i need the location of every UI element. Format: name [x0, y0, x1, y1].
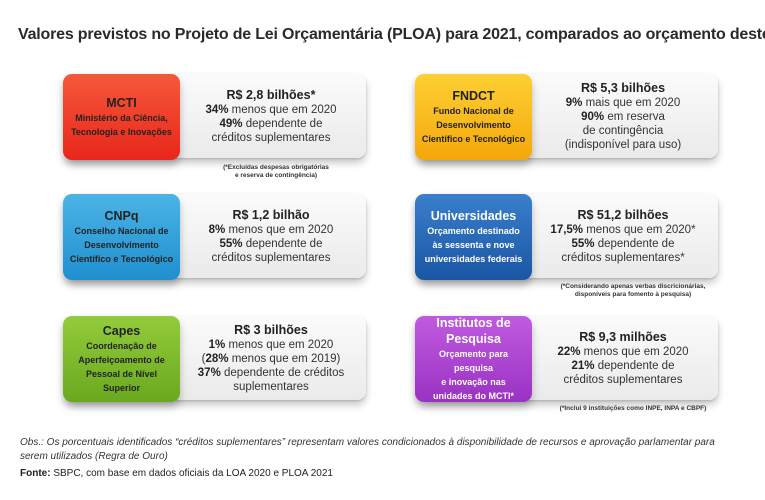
card-capes: Capes Coordenação de Aperfeiçoamento de … [63, 316, 366, 402]
card-capes-line-2: (28% menos que em 2019) [201, 352, 341, 365]
card-fndct-label-panel: FNDCT Fundo Nacional de Desenvolvimento … [415, 74, 532, 160]
card-capes-fullname-3: Pessoal de Nível Superior [85, 369, 158, 393]
card-mcti-line-3: créditos suplementares [211, 131, 331, 144]
card-fndct-fullname-1: Fundo Nacional de [433, 106, 514, 116]
card-institutos-line-2: 21% dependente de [571, 359, 675, 372]
card-fndct-line-2: 90% em reserva [581, 110, 665, 123]
card-fndct-acronym: FNDCT [452, 89, 495, 103]
card-mcti-acronym: MCTI [106, 96, 137, 110]
card-cnpq-line-3: créditos suplementares [211, 251, 331, 264]
card-universidades-footnote: (*Considerando apenas verbas discricioná… [560, 283, 706, 298]
card-universidades: Universidades Orçamento destinado às ses… [415, 194, 718, 280]
card-capes-line-1: 1% menos que em 2020 [208, 338, 334, 351]
card-capes-values: R$ 3 bilhões 1% menos que em 2020 (28% m… [182, 320, 360, 396]
card-universidades-acronym: Universidades [430, 209, 517, 223]
card-cnpq-fullname-3: Científico e Tecnológico [69, 254, 174, 264]
card-universidades-values: R$ 51,2 bilhões 17,5% menos que em 2020*… [534, 198, 712, 274]
card-fndct-fullname-2: Desenvolvimento [436, 120, 511, 130]
card-capes-fullname-1: Coordenação de [86, 341, 157, 351]
card-universidades-line-1: 17,5% menos que em 2020* [550, 223, 696, 236]
card-fndct-fullname-3: Científico e Tecnológico [421, 134, 526, 144]
card-institutos-label-panel: Institutos de Pesquisa Orçamento para pe… [415, 316, 532, 402]
card-mcti-fullname-1: Ministério da Ciência, [75, 113, 168, 123]
card-mcti-values: R$ 2,8 bilhões* 34% menos que em 2020 49… [182, 78, 360, 154]
card-institutos-footnote: (*Inclui 9 instituições como INPE, INPA … [559, 405, 707, 412]
card-institutos-fullname-3: unidades do MCTI* [433, 391, 514, 401]
card-institutos-values: R$ 9,3 milhões 22% menos que em 2020 21%… [534, 320, 712, 396]
card-universidades-fullname-2: às sessenta e nove [432, 240, 515, 250]
card-institutos-fullname-1: Orçamento para pesquisa [438, 349, 509, 373]
card-universidades-fullname-3: universidades federais [424, 254, 523, 264]
card-mcti-line-2: 49% dependente de [219, 117, 323, 130]
card-cnpq-label-panel: CNPq Conselho Nacional de Desenvolviment… [63, 194, 180, 280]
card-capes-label-panel: Capes Coordenação de Aperfeiçoamento de … [63, 316, 180, 402]
card-cnpq-amount: R$ 1,2 bilhão [232, 207, 310, 222]
card-mcti-footnote: (*Excluídas despesas obrigatórias e rese… [223, 164, 329, 179]
card-capes-line-3: 37% dependente de créditos [197, 366, 345, 379]
card-fndct: FNDCT Fundo Nacional de Desenvolvimento … [415, 74, 718, 160]
card-institutos-fullname-2: e inovação nas [441, 377, 506, 387]
card-cnpq-line-2: 55% dependente de [219, 237, 323, 250]
card-cnpq-line-1: 8% menos que em 2020 [208, 223, 334, 236]
card-cnpq-values: R$ 1,2 bilhão 8% menos que em 2020 55% d… [182, 198, 360, 274]
card-universidades-line-3: créditos suplementares* [561, 251, 685, 264]
card-institutos-acronym: Institutos de Pesquisa [436, 316, 511, 346]
source-note: Fonte: SBPC, com base em dados oficiais … [20, 468, 333, 479]
card-fndct-amount: R$ 5,3 bilhões [580, 80, 666, 95]
card-universidades-amount: R$ 51,2 bilhões [577, 207, 669, 222]
card-fndct-line-4: (indisponível para uso) [564, 138, 682, 151]
card-institutos: Institutos de Pesquisa Orçamento para pe… [415, 316, 718, 402]
card-capes-acronym: Capes [102, 324, 141, 338]
card-institutos-line-3: créditos suplementares [563, 373, 683, 386]
card-universidades-fullname-1: Orçamento destinado [427, 226, 520, 236]
card-capes-line-4: suplementares [233, 380, 309, 393]
card-fndct-line-3: de contingência [582, 124, 664, 137]
card-institutos-line-1: 22% menos que em 2020 [557, 345, 689, 358]
infographic-title: Valores previstos no Projeto de Lei Orça… [18, 26, 765, 43]
card-cnpq: CNPq Conselho Nacional de Desenvolviment… [63, 194, 366, 280]
card-mcti-amount: R$ 2,8 bilhões* [226, 87, 316, 102]
card-fndct-values: R$ 5,3 bilhões 9% mais que em 2020 90% e… [534, 78, 712, 154]
card-cnpq-fullname-1: Conselho Nacional de [74, 226, 169, 236]
card-capes-fullname-2: Aperfeiçoamento de [78, 355, 165, 365]
card-cnpq-acronym: CNPq [104, 209, 139, 223]
card-mcti-label-panel: MCTI Ministério da Ciência, Tecnologia e… [63, 74, 180, 160]
card-mcti-fullname-2: Tecnologia e Inovações [71, 127, 172, 137]
card-universidades-line-2: 55% dependente de [571, 237, 675, 250]
card-institutos-amount: R$ 9,3 milhões [579, 329, 667, 344]
observation-note: Obs.: Os porcentuais identificados “créd… [20, 437, 715, 462]
card-mcti-line-1: 34% menos que em 2020 [205, 103, 337, 116]
card-capes-amount: R$ 3 bilhões [234, 322, 308, 337]
card-fndct-line-1: 9% mais que em 2020 [565, 96, 681, 109]
card-cnpq-fullname-2: Desenvolvimento [84, 240, 159, 250]
card-mcti: MCTI Ministério da Ciência, Tecnologia e… [63, 74, 366, 160]
card-universidades-label-panel: Universidades Orçamento destinado às ses… [415, 194, 532, 280]
